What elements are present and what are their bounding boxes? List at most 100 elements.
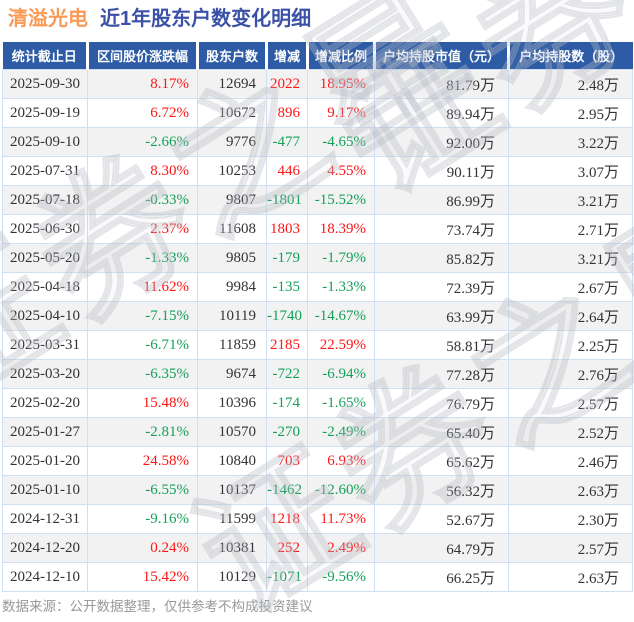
holders-cell: 12694 <box>197 69 267 99</box>
change-cell: -722 <box>266 359 308 389</box>
date-cell: 2025-09-10 <box>2 127 88 157</box>
avg-shares-cell: 2.67万 <box>508 272 633 302</box>
price-change-cell: -2.66% <box>87 127 198 157</box>
change-cell: -477 <box>266 127 308 157</box>
table-row: 2025-09-10 -2.66% 9776 -477 -4.65% 92.00万 3.22… <box>2 127 633 157</box>
price-change-cell: -1.33% <box>87 243 198 273</box>
holders-cell: 9805 <box>197 243 267 273</box>
holders-cell: 9984 <box>197 272 267 302</box>
avg-value-cell: 86.99万 <box>374 185 509 215</box>
avg-shares-cell: 2.63万 <box>508 475 633 505</box>
avg-value-cell: 66.25万 <box>374 562 509 592</box>
table-row: 2025-01-27 -2.81% 10570 -270 -2.49% 65.40万 2.5… <box>2 417 633 447</box>
price-change-cell: 24.58% <box>87 446 198 476</box>
holders-cell: 10381 <box>197 533 267 563</box>
table-row: 2025-05-20 -1.33% 9805 -179 -1.79% 85.82万 3.21… <box>2 243 633 273</box>
change-cell: -270 <box>266 417 308 447</box>
date-cell: 2025-07-18 <box>2 185 88 215</box>
price-change-cell: 11.62% <box>87 272 198 302</box>
avg-shares-cell: 2.57万 <box>508 388 633 418</box>
date-cell: 2024-12-20 <box>2 533 88 563</box>
avg-value-cell: 65.62万 <box>374 446 509 476</box>
date-cell: 2025-02-20 <box>2 388 88 418</box>
avg-shares-cell: 2.25万 <box>508 330 633 360</box>
column-header: 户均持股市值（元） <box>374 42 510 70</box>
change-cell: -174 <box>266 388 308 418</box>
avg-value-cell: 89.94万 <box>374 98 509 128</box>
date-cell: 2025-03-31 <box>2 330 88 360</box>
price-change-cell: 0.24% <box>87 533 198 563</box>
price-change-cell: 6.72% <box>87 98 198 128</box>
date-cell: 2025-01-10 <box>2 475 88 505</box>
change-cell: 2022 <box>266 69 308 99</box>
column-header: 区间股价涨跌幅 <box>87 42 199 70</box>
date-cell: 2025-07-31 <box>2 156 88 186</box>
date-cell: 2025-06-30 <box>2 214 88 244</box>
change-cell: 252 <box>266 533 308 563</box>
change-cell: 2185 <box>266 330 308 360</box>
column-header: 股东户数 <box>197 42 268 70</box>
avg-shares-cell: 2.76万 <box>508 359 633 389</box>
avg-shares-cell: 2.95万 <box>508 98 633 128</box>
change-pct-cell: 11.73% <box>307 504 375 534</box>
date-cell: 2025-04-10 <box>2 301 88 331</box>
avg-shares-cell: 2.63万 <box>508 562 633 592</box>
holders-cell: 10840 <box>197 446 267 476</box>
holders-cell: 10396 <box>197 388 267 418</box>
change-cell: 1218 <box>266 504 308 534</box>
change-pct-cell: -14.67% <box>307 301 375 331</box>
holders-cell: 10570 <box>197 417 267 447</box>
holders-cell: 10137 <box>197 475 267 505</box>
date-cell: 2024-12-10 <box>2 562 88 592</box>
price-change-cell: 15.48% <box>87 388 198 418</box>
table-row: 2024-12-20 0.24% 10381 252 2.49% 64.79万 2.57万 <box>2 533 633 563</box>
change-cell: 1803 <box>266 214 308 244</box>
change-pct-cell: -1.33% <box>307 272 375 302</box>
table-body: 2025-09-30 8.17% 12694 2022 18.95% 81.79万 2.48… <box>2 69 633 592</box>
change-pct-cell: -12.60% <box>307 475 375 505</box>
date-cell: 2025-01-27 <box>2 417 88 447</box>
change-cell: 703 <box>266 446 308 476</box>
holders-cell: 11859 <box>197 330 267 360</box>
price-change-cell: -6.35% <box>87 359 198 389</box>
avg-shares-cell: 2.46万 <box>508 446 633 476</box>
price-change-cell: -0.33% <box>87 185 198 215</box>
table-row: 2025-04-18 11.62% 9984 -135 -1.33% 72.39万 2.67… <box>2 272 633 302</box>
avg-shares-cell: 3.21万 <box>508 243 633 273</box>
source-note: 数据来源：公开数据整理，仅供参考不构成投资建议 <box>2 599 313 614</box>
table-row: 2025-02-20 15.48% 10396 -174 -1.65% 76.79万 2.5… <box>2 388 633 418</box>
change-pct-cell: -6.94% <box>307 359 375 389</box>
avg-value-cell: 65.40万 <box>374 417 509 447</box>
price-change-cell: -6.71% <box>87 330 198 360</box>
avg-value-cell: 73.74万 <box>374 214 509 244</box>
avg-value-cell: 56.32万 <box>374 475 509 505</box>
change-cell: 446 <box>266 156 308 186</box>
page-title: 清溢光电 近1年股东户数变化明细 <box>8 4 311 34</box>
table-row: 2025-09-30 8.17% 12694 2022 18.95% 81.79万 2.48… <box>2 69 633 99</box>
price-change-cell: -2.81% <box>87 417 198 447</box>
change-pct-cell: -15.52% <box>307 185 375 215</box>
change-pct-cell: 6.93% <box>307 446 375 476</box>
avg-value-cell: 64.79万 <box>374 533 509 563</box>
table-row: 2025-03-20 -6.35% 9674 -722 -6.94% 77.28万 2.76… <box>2 359 633 389</box>
holders-cell: 10253 <box>197 156 267 186</box>
price-change-cell: -9.16% <box>87 504 198 534</box>
change-cell: -135 <box>266 272 308 302</box>
change-pct-cell: -2.49% <box>307 417 375 447</box>
table-header-row: 统计截止日 区间股价涨跌幅 股东户数 增减 增减比例 户均持股市值（元） 户均持股数（股） <box>2 42 633 70</box>
table-row: 2024-12-31 -9.16% 11599 1218 11.73% 52.67万 2.3… <box>2 504 633 534</box>
price-change-cell: 2.37% <box>87 214 198 244</box>
price-change-cell: 15.42% <box>87 562 198 592</box>
column-header: 统计截止日 <box>2 42 89 70</box>
change-pct-cell: -1.79% <box>307 243 375 273</box>
change-pct-cell: 18.39% <box>307 214 375 244</box>
date-cell: 2024-12-31 <box>2 504 88 534</box>
table-row: 2025-01-20 24.58% 10840 703 6.93% 65.62万 2.46万 <box>2 446 633 476</box>
table-row: 2025-03-31 -6.71% 11859 2185 22.59% 58.81万 2.2… <box>2 330 633 360</box>
change-pct-cell: -4.65% <box>307 127 375 157</box>
avg-shares-cell: 2.57万 <box>508 533 633 563</box>
change-cell: -179 <box>266 243 308 273</box>
table-row: 2025-04-10 -7.15% 10119 -1740 -14.67% 63.99万 2… <box>2 301 633 331</box>
column-header: 户均持股数（股） <box>508 42 633 70</box>
change-cell: -1801 <box>266 185 308 215</box>
